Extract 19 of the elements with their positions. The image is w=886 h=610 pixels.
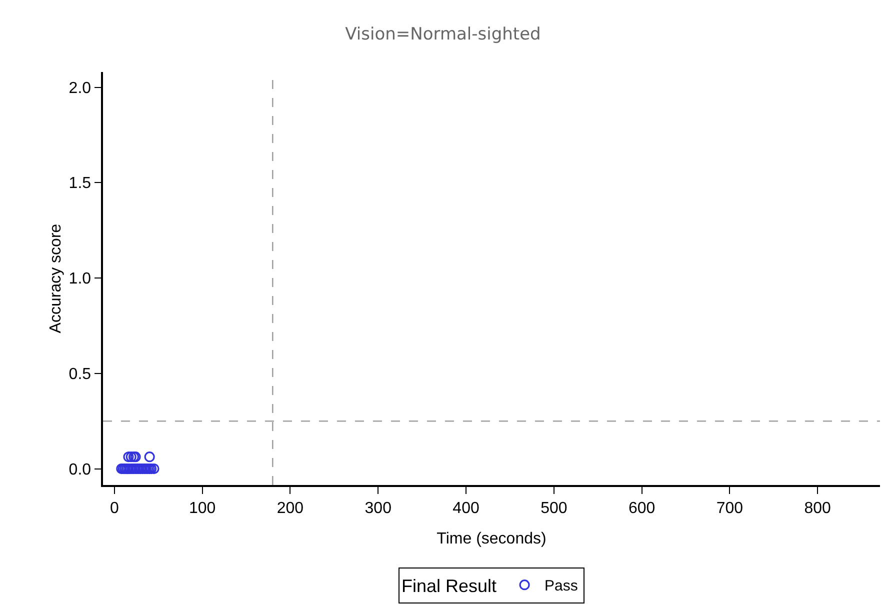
y-tick-label: 2.0 (68, 80, 92, 97)
x-tick-label: 400 (452, 500, 480, 517)
x-axis-title: Time (seconds) (436, 530, 546, 548)
x-tick-label: 600 (628, 500, 656, 517)
y-tick-label: 0.5 (68, 366, 92, 383)
y-tick-label: 0.0 (68, 461, 92, 478)
chart-title: Vision=Normal-sighted (345, 24, 541, 44)
x-tick-label: 700 (716, 500, 744, 517)
legend-title: Final Result (402, 576, 497, 596)
x-tick-label: 800 (804, 500, 832, 517)
y-tick-label: 1.0 (68, 270, 92, 288)
x-tick-label: 200 (276, 500, 304, 517)
y-axis-title: Accuracy score (48, 224, 64, 334)
legend-label: Pass (544, 578, 578, 595)
x-tick-label: 0 (110, 500, 119, 517)
x-tick-label: 300 (364, 500, 392, 517)
x-tick-label: 100 (188, 500, 216, 517)
y-tick-label: 1.5 (68, 175, 92, 192)
x-tick-label: 500 (540, 500, 568, 517)
